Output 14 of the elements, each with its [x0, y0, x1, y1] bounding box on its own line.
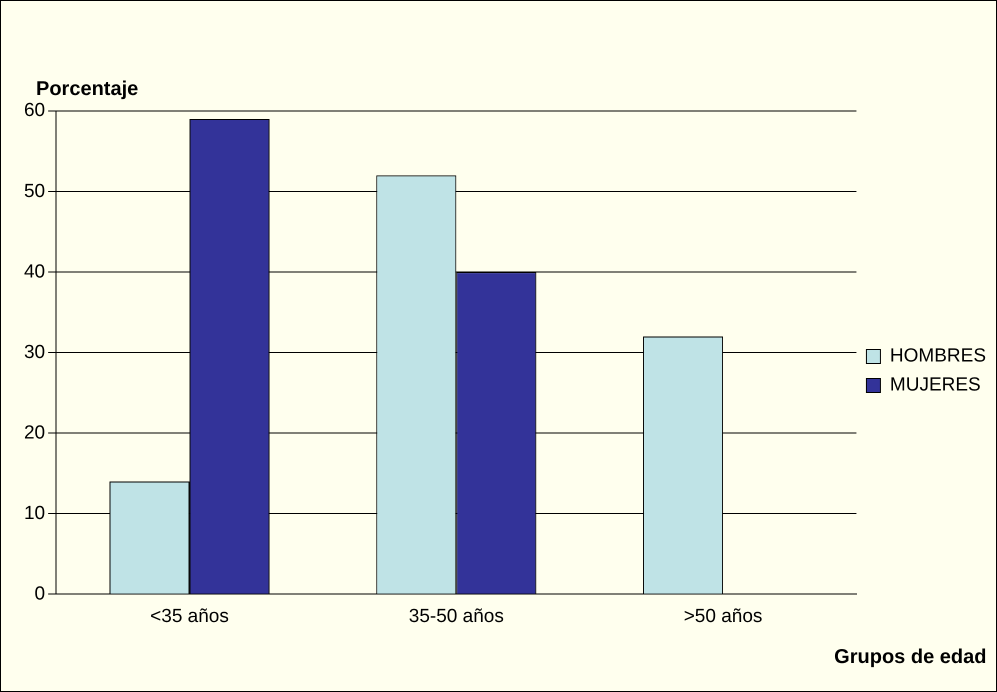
y-tick-label: 30 — [24, 342, 46, 363]
x-tick-label: 35-50 años — [408, 606, 504, 627]
y-axis-title: Porcentaje — [36, 78, 138, 100]
y-tick-label: 50 — [24, 180, 46, 202]
x-tick-label: <35 años — [150, 606, 229, 627]
y-tick-label: 0 — [34, 583, 46, 604]
y-tick-label: 40 — [24, 261, 46, 282]
x-axis-title: Grupos de edad — [834, 646, 986, 668]
x-tick-label: >50 años — [684, 606, 762, 627]
y-tick-label: 10 — [24, 502, 46, 524]
y-tick-label: 20 — [24, 422, 46, 444]
y-tick-label: 60 — [24, 100, 46, 122]
legend-label: HOMBRES — [890, 346, 986, 367]
legend-label: MUJERES — [890, 374, 981, 396]
